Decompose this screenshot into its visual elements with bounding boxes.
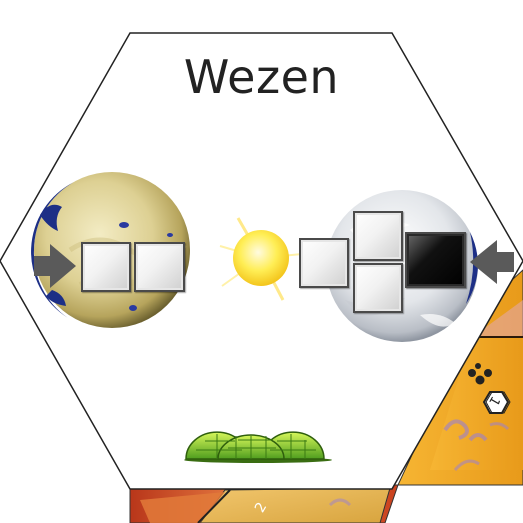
right-planet-slot-2[interactable] (353, 211, 403, 261)
right-planet-slot-1[interactable] (299, 238, 349, 288)
token-dot-icon (484, 369, 492, 377)
token-dot-icon (468, 369, 476, 377)
token-dot-icon (475, 375, 485, 385)
right-planet-slot-4-dark[interactable] (405, 232, 466, 288)
marker-hex-icon: 1 (482, 391, 511, 414)
incoming-arrow-left-icon (34, 244, 76, 288)
neighbor-tile-bottom[interactable]: 2 (129, 484, 399, 523)
left-planet-slot-1[interactable] (81, 242, 131, 292)
neighbor-tile-right[interactable]: 1 (397, 269, 523, 486)
right-planet-slot-3[interactable] (353, 263, 403, 313)
incoming-arrow-right-icon (470, 240, 514, 284)
token-dot-icon (475, 363, 481, 369)
habitat-domes-icon (184, 431, 332, 463)
system-title: Wezen (183, 50, 340, 104)
sun-icon (219, 217, 303, 301)
left-planet-slot-2[interactable] (134, 242, 185, 292)
